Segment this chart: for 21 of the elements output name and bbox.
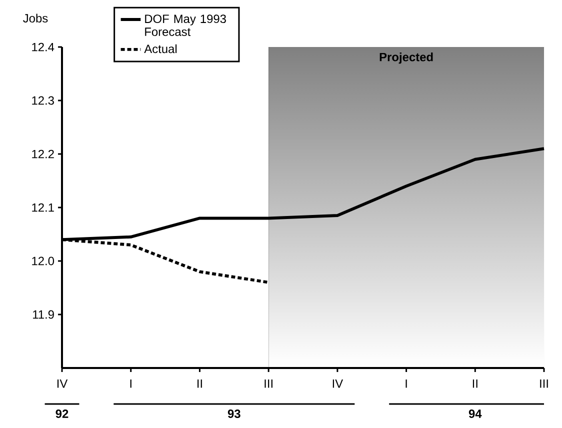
y-tick-label: 12.1 [32, 203, 54, 212]
y-axis-title: Jobs [23, 14, 48, 22]
y-tick-label: 12.0 [32, 256, 54, 266]
x-tick-label: III [540, 379, 548, 388]
x-tick-label: IV [332, 379, 344, 388]
x-tick-label: II [472, 379, 478, 388]
x-tick-label: II [198, 379, 202, 388]
legend-label: Actual [144, 44, 177, 54]
legend-label: DOF May 1993 Forecast [145, 14, 226, 36]
annotation: Projected [380, 52, 433, 64]
text: 94 [468, 410, 482, 418]
y-tick-label: 12.4 [32, 42, 54, 52]
x-tick-label: IV [57, 379, 68, 388]
text: 92 [56, 410, 68, 418]
y-tick-label: 12.3 [32, 96, 54, 105]
x-tick-label: I [406, 379, 407, 388]
y-tick-label: 11.9 [33, 310, 54, 319]
x-tick-label: I [130, 379, 132, 388]
x-tick-label: III [264, 379, 272, 388]
y-tick-label: 12.2 [32, 150, 54, 158]
text: 93 [228, 410, 240, 418]
